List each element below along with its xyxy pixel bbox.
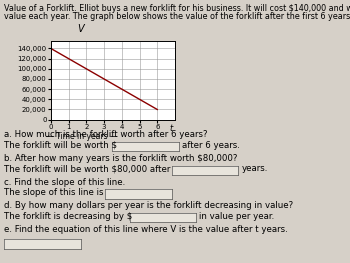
Text: The forklift will be worth $: The forklift will be worth $ [4, 141, 117, 150]
Text: c. Find the slope of this line.: c. Find the slope of this line. [4, 178, 125, 186]
Text: value each year. The graph below shows the value of the forklift after the first: value each year. The graph below shows t… [4, 12, 350, 21]
Text: V: V [77, 24, 84, 34]
Text: in value per year.: in value per year. [199, 212, 275, 221]
Text: d. By how many dollars per year is the forklift decreasing in value?: d. By how many dollars per year is the f… [4, 201, 293, 210]
Text: b. After how many years is the forklift worth $80,000?: b. After how many years is the forklift … [4, 154, 237, 163]
Text: The forklift is decreasing by $: The forklift is decreasing by $ [4, 212, 132, 221]
Text: — Time in years —: — Time in years — [47, 132, 118, 141]
Text: The forklift will be worth $80,000 after: The forklift will be worth $80,000 after [4, 164, 170, 173]
Text: t: t [170, 124, 173, 133]
Text: Value of a Forklift. Elliot buys a new forklift for his business. It will cost $: Value of a Forklift. Elliot buys a new f… [4, 4, 350, 13]
Text: e. Find the equation of this line where V is the value after t years.: e. Find the equation of this line where … [4, 225, 287, 234]
Text: The slope of this line is: The slope of this line is [4, 188, 103, 197]
Text: a. How much is the forklift worth after 6 years?: a. How much is the forklift worth after … [4, 130, 207, 139]
Text: years.: years. [241, 164, 268, 173]
Text: after 6 years.: after 6 years. [182, 141, 240, 150]
